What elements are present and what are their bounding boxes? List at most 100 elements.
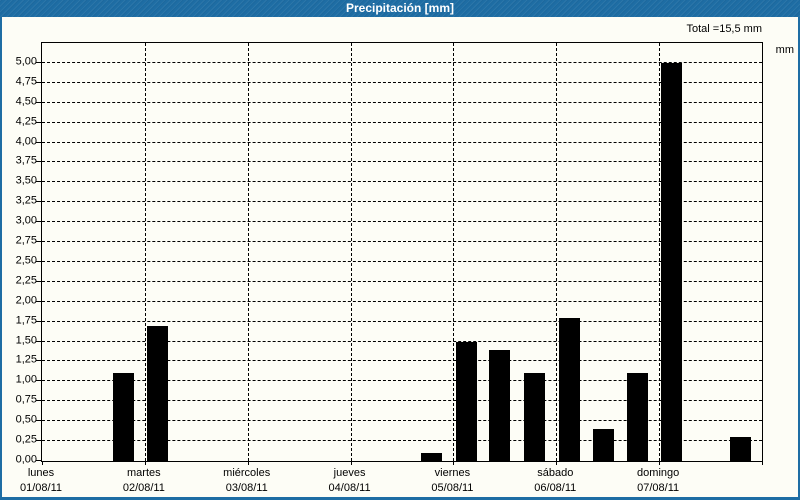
y-axis-tick xyxy=(36,400,41,402)
y-gridline xyxy=(42,201,762,203)
y-axis-tick-labels: 5,00 4,75 4,50 4,25 4,00 3,75 3,50 3,25 3,00 2,75… xyxy=(2,42,37,465)
y-tick-label: 2,75 xyxy=(15,234,37,247)
y-axis-tick xyxy=(36,320,41,322)
chart-content-area: Total =15,5 mm mm 5,00 4,75 4,50 4,25 4,00 3,… xyxy=(2,17,798,497)
x-day-label: viernes 05/08/11 xyxy=(431,466,473,496)
day-gridline xyxy=(659,43,661,461)
y-tick-label: 1,00 xyxy=(15,373,37,386)
y-tick-label: 3,25 xyxy=(15,194,37,207)
y-axis-tick xyxy=(36,221,41,223)
y-axis-tick xyxy=(36,161,41,163)
x-axis-tick xyxy=(453,462,455,465)
y-gridline xyxy=(42,420,762,422)
x-axis-labels: lunes 01/08/11 martes 02/08/11 miércoles 03/0… xyxy=(20,466,761,496)
total-annotation: Total =15,5 mm xyxy=(686,23,762,35)
y-tick-label: 5,00 xyxy=(15,55,37,68)
y-gridline xyxy=(42,440,762,442)
x-axis-tick xyxy=(144,462,146,465)
day-date-label: 06/08/11 xyxy=(534,482,577,494)
precipitation-bar xyxy=(627,373,649,461)
x-day-label: sábado 06/08/11 xyxy=(534,466,576,496)
y-gridline xyxy=(42,61,762,63)
precipitation-bar xyxy=(146,325,168,461)
day-gridline xyxy=(453,43,455,461)
day-gridline xyxy=(556,43,558,461)
precipitation-bar xyxy=(730,437,752,461)
y-tick-label: 2,25 xyxy=(15,274,37,287)
y-tick-label: 1,50 xyxy=(15,334,37,347)
y-gridline xyxy=(42,400,762,402)
day-name-label: martes xyxy=(127,467,161,479)
x-axis-tick xyxy=(762,462,763,465)
y-gridline xyxy=(42,260,762,262)
y-gridline xyxy=(42,340,762,342)
y-axis-tick xyxy=(36,260,41,262)
y-tick-label: 4,75 xyxy=(15,75,37,88)
y-axis-tick xyxy=(36,340,41,342)
y-tick-label: 1,25 xyxy=(15,353,37,366)
plot-area xyxy=(36,42,763,465)
precipitation-bar xyxy=(593,429,615,461)
y-axis-tick xyxy=(36,61,41,63)
y-axis-tick xyxy=(36,280,41,282)
x-axis-tick xyxy=(42,462,43,465)
y-tick-label: 2,00 xyxy=(15,294,37,307)
chart-title: Precipitación [mm] xyxy=(345,1,455,15)
x-day-label: domingo 07/08/11 xyxy=(637,466,679,496)
precipitation-bar xyxy=(421,453,443,461)
y-axis-tick xyxy=(36,380,41,382)
day-name-label: viernes xyxy=(434,467,471,479)
y-axis-tick xyxy=(36,300,41,302)
day-name-label: sábado xyxy=(537,467,574,479)
precipitation-bar xyxy=(456,341,478,461)
y-tick-label: 4,50 xyxy=(15,95,37,108)
day-date-label: 03/08/11 xyxy=(225,482,268,494)
x-axis-tick xyxy=(247,462,249,465)
day-name-label: domingo xyxy=(637,467,680,479)
y-axis-tick xyxy=(36,181,41,183)
y-gridline xyxy=(42,380,762,382)
y-gridline xyxy=(42,241,762,243)
y-gridline xyxy=(42,161,762,163)
y-gridline xyxy=(42,360,762,362)
y-tick-label: 3,50 xyxy=(15,174,37,187)
y-tick-label: 0,75 xyxy=(15,393,37,406)
y-gridline xyxy=(42,320,762,322)
day-gridline xyxy=(144,43,146,461)
y-tick-label: 0,00 xyxy=(15,453,37,466)
x-axis-tick xyxy=(659,462,661,465)
precipitation-bar xyxy=(523,373,545,461)
y-axis-tick xyxy=(36,101,41,103)
day-gridline xyxy=(247,43,249,461)
y-axis-tick xyxy=(36,460,41,461)
y-gridline xyxy=(42,121,762,123)
x-day-label: miércoles 03/08/11 xyxy=(223,466,270,496)
y-gridline xyxy=(42,141,762,143)
y-axis-unit-label: mm xyxy=(775,44,794,56)
y-axis-tick xyxy=(36,241,41,243)
y-axis-tick xyxy=(36,81,41,83)
y-axis-tick xyxy=(36,141,41,143)
y-tick-label: 0,50 xyxy=(15,413,37,426)
y-gridline xyxy=(42,221,762,223)
y-axis-tick xyxy=(36,440,41,442)
y-tick-label: 1,75 xyxy=(15,314,37,327)
day-date-label: 01/08/11 xyxy=(19,482,63,494)
x-day-label: jueves 04/08/11 xyxy=(329,466,371,496)
day-date-label: 07/08/11 xyxy=(637,482,680,494)
y-tick-label: 4,25 xyxy=(15,115,37,128)
x-axis-tick xyxy=(350,462,352,465)
y-gridline xyxy=(42,101,762,103)
y-gridline xyxy=(42,280,762,282)
y-axis-tick xyxy=(36,121,41,123)
y-tick-label: 3,00 xyxy=(15,214,37,227)
day-name-label: jueves xyxy=(333,467,366,479)
day-gridline xyxy=(350,43,352,461)
y-axis-tick xyxy=(36,201,41,203)
y-gridline xyxy=(42,181,762,183)
precipitation-bar xyxy=(112,373,134,461)
precipitation-bar xyxy=(488,349,510,461)
y-axis-tick xyxy=(36,420,41,422)
y-tick-label: 4,00 xyxy=(15,135,37,148)
